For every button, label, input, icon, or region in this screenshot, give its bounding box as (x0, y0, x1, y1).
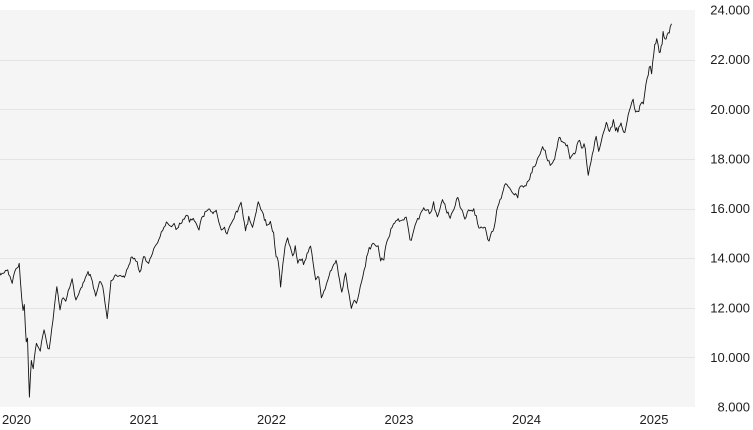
plot-background (0, 10, 695, 407)
y-axis-label: 8.000 (717, 400, 750, 415)
y-axis-label: 10.000 (710, 350, 750, 365)
x-axis-label: 2024 (512, 412, 541, 427)
y-axis-label: 22.000 (710, 52, 750, 67)
y-axis-label: 18.000 (710, 151, 750, 166)
x-axis-label: 2022 (257, 412, 286, 427)
y-axis-labels: 24.000 22.000 20.000 18.000 16.000 14.000 12.0… (710, 3, 750, 415)
x-axis-label: 2025 (640, 412, 669, 427)
y-axis-label: 12.000 (710, 300, 750, 315)
y-axis-label: 24.000 (710, 3, 750, 18)
y-axis-label: 20.000 (710, 102, 750, 117)
y-axis-label: 16.000 (710, 201, 750, 216)
x-axis-labels: 2020 2021 2022 2023 2024 2025 (2, 412, 668, 427)
y-axis-label: 14.000 (710, 251, 750, 266)
price-line (0, 23, 672, 398)
x-axis-label: 2021 (130, 412, 159, 427)
x-axis-label: 2023 (385, 412, 414, 427)
gridlines (0, 60, 695, 358)
x-axis-label: 2020 (2, 412, 31, 427)
